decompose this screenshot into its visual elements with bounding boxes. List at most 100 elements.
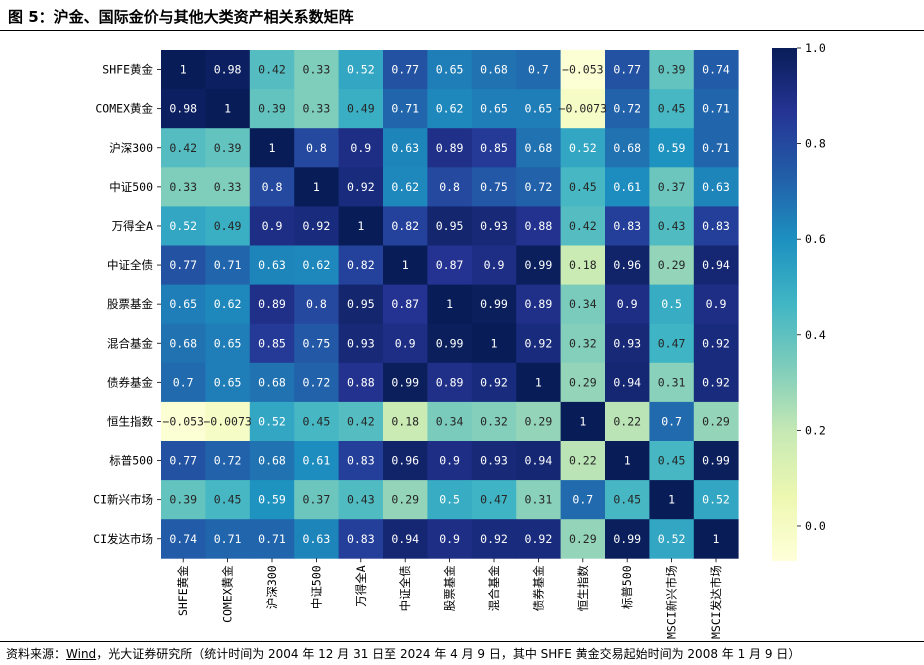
heatmap-cell <box>294 362 339 403</box>
cell-value-label: 0.29 <box>658 258 686 272</box>
heatmap-cell <box>693 50 739 90</box>
heatmap-cell <box>471 167 517 207</box>
cell-value-label: 0.9 <box>350 141 371 155</box>
heatmap-cell <box>427 519 473 559</box>
cell-value-label: −0.053 <box>562 63 604 77</box>
heatmap-cell <box>560 128 606 168</box>
cell-value-label: 0.9 <box>439 532 460 546</box>
row-label: 万得全A <box>112 219 153 233</box>
heatmap-cell <box>383 284 428 325</box>
cell-value-label: 0.8 <box>306 297 327 311</box>
cell-value-label: 0.18 <box>569 258 597 272</box>
heatmap-cell <box>516 206 561 246</box>
heatmap-cell <box>471 245 517 285</box>
cell-value-label: 0.29 <box>391 493 419 507</box>
heatmap-cell <box>383 206 428 246</box>
cell-value-label: 0.68 <box>258 375 286 389</box>
cell-value-label: 0.29 <box>569 375 597 389</box>
cell-value-label: 0.61 <box>303 454 331 468</box>
column-label: 债券基金 <box>531 565 545 611</box>
column-label: MSCI发达市场 <box>709 565 723 639</box>
heatmap-cell <box>605 128 650 168</box>
cell-value-label: 0.71 <box>214 532 242 546</box>
heatmap-cell <box>516 480 561 520</box>
heatmap-cell <box>605 89 650 129</box>
row-label: 股票基金 <box>107 297 153 311</box>
heatmap-cell <box>427 245 473 285</box>
heatmap-cell <box>249 441 295 481</box>
cell-value-label: 0.45 <box>658 454 686 468</box>
cell-value-label: 0.72 <box>525 180 553 194</box>
heatmap-cell <box>693 401 739 442</box>
heatmap-cell <box>560 441 606 481</box>
cell-value-label: 0.9 <box>484 258 505 272</box>
cell-value-label: 0.9 <box>395 336 416 350</box>
heatmap-cell <box>338 284 384 325</box>
heatmap-cell <box>249 167 295 207</box>
title-divider <box>0 30 924 31</box>
cell-value-label: 0.9 <box>262 219 283 233</box>
heatmap-cell <box>161 89 206 129</box>
cell-value-label: 0.92 <box>480 375 508 389</box>
cell-value-label: 0.42 <box>347 414 375 428</box>
row-label: COMEX黄金 <box>95 102 153 116</box>
cell-value-label: 0.65 <box>214 336 242 350</box>
heatmap-cell <box>249 362 295 403</box>
heatmap-cell <box>338 401 384 442</box>
cell-value-label: 0.94 <box>702 258 730 272</box>
column-label: SHFE黄金 <box>176 565 190 616</box>
cell-value-label: 0.62 <box>214 297 242 311</box>
row-label: 混合基金 <box>107 336 153 350</box>
heatmap-cell <box>294 480 339 520</box>
heatmap-cell <box>649 323 695 364</box>
cell-value-label: 0.92 <box>702 336 730 350</box>
cell-value-label: 0.65 <box>169 297 197 311</box>
source-wind-link[interactable]: Wind <box>66 647 97 661</box>
cell-value-label: 0.99 <box>480 297 508 311</box>
cell-value-label: 0.9 <box>706 297 727 311</box>
colorbar-gradient <box>772 48 797 561</box>
cell-value-label: 0.83 <box>702 219 730 233</box>
cell-value-label: 0.95 <box>347 297 375 311</box>
heatmap-cell <box>338 323 384 364</box>
cell-value-label: 0.62 <box>303 258 331 272</box>
column-label: COMEX黄金 <box>221 565 235 623</box>
source-detail: ，光大证券研究所（统计时间为 2004 年 12 月 31 日至 2024 年 … <box>96 647 801 661</box>
source-note: 资料来源：Wind，光大证券研究所（统计时间为 2004 年 12 月 31 日… <box>6 645 800 662</box>
cell-value-label: 1 <box>224 102 231 116</box>
column-label: 股票基金 <box>443 565 457 611</box>
cell-value-label: 0.83 <box>613 219 641 233</box>
cell-value-label: 0.34 <box>569 297 597 311</box>
cell-value-label: 0.96 <box>391 454 419 468</box>
cell-value-label: 0.93 <box>347 336 375 350</box>
cell-value-label: 0.63 <box>391 141 419 155</box>
cell-value-label: 0.75 <box>303 336 331 350</box>
cell-value-label: 0.39 <box>214 141 242 155</box>
heatmap-cell <box>471 206 517 246</box>
heatmap-cell <box>516 519 561 559</box>
heatmap-cell <box>471 50 517 90</box>
heatmap-cell <box>161 323 206 364</box>
heatmap-cell <box>338 441 384 481</box>
row-label: CI发达市场 <box>93 532 153 546</box>
cell-value-label: 0.7 <box>528 63 549 77</box>
colorbar-tick-label: 0.6 <box>805 232 826 246</box>
cell-value-label: 0.61 <box>613 180 641 194</box>
heatmap-cell <box>693 362 739 403</box>
row-label: CI新兴市场 <box>93 493 153 507</box>
heatmap-cell <box>383 323 428 364</box>
cell-value-label: 0.42 <box>569 219 597 233</box>
cell-value-label: 0.39 <box>169 493 197 507</box>
cell-value-label: 0.47 <box>480 493 508 507</box>
cell-value-label: 0.65 <box>214 375 242 389</box>
source-label: 资料来源： <box>6 647 67 661</box>
cell-value-label: 0.87 <box>436 258 464 272</box>
heatmap-cell <box>560 89 606 129</box>
cell-value-label: 0.83 <box>347 532 375 546</box>
heatmap-cell <box>338 89 384 129</box>
cell-value-label: 0.47 <box>658 336 686 350</box>
cell-value-label: 0.33 <box>169 180 197 194</box>
cell-value-label: −0.0073 <box>559 102 608 116</box>
cell-value-label: 0.8 <box>262 180 283 194</box>
heatmap-cell <box>516 89 561 129</box>
